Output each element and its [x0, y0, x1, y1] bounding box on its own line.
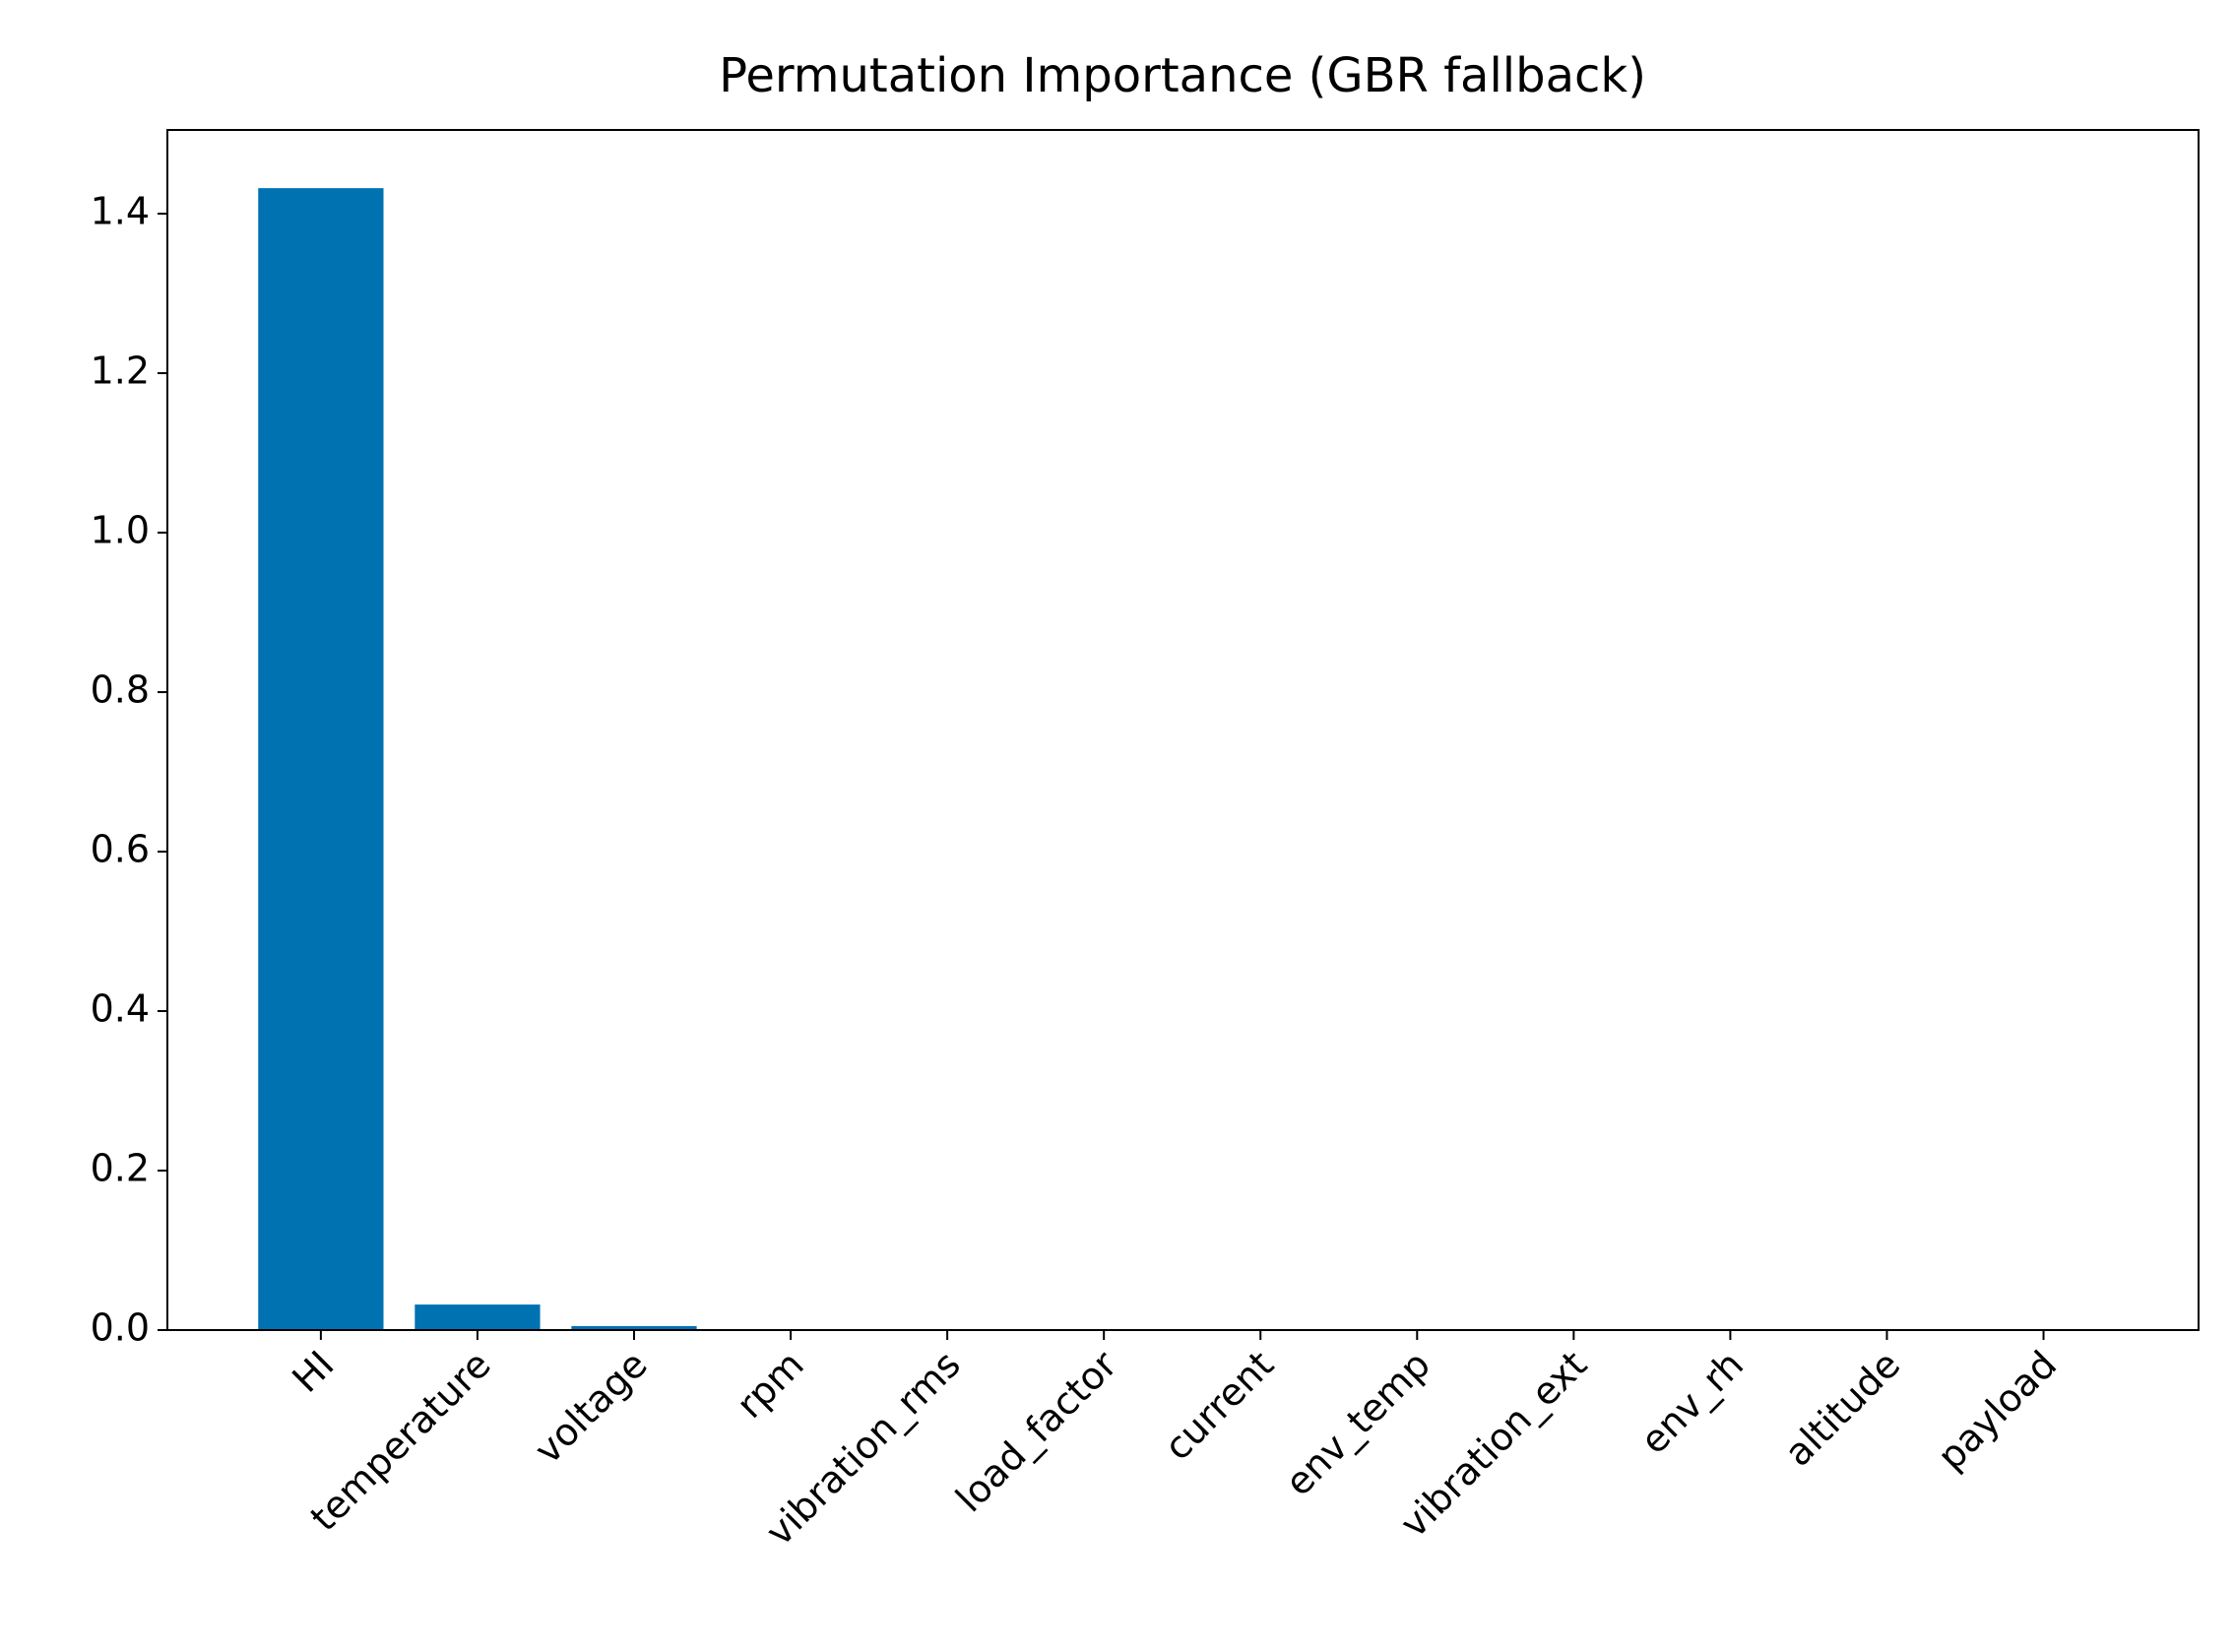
x-tick-label: voltage — [526, 1343, 656, 1473]
y-tick-label: 1.0 — [91, 509, 150, 552]
x-tick-label: current — [1156, 1343, 1282, 1469]
y-tick-label: 0.2 — [91, 1147, 150, 1190]
y-tick-label: 0.4 — [91, 987, 150, 1031]
chart-title: Permutation Importance (GBR fallback) — [719, 48, 1646, 103]
x-tick-label: env_rh — [1632, 1343, 1753, 1463]
y-tick-label: 0.6 — [91, 828, 150, 871]
x-tick-label: load_factor — [947, 1342, 1125, 1520]
y-tick-label: 1.2 — [91, 349, 150, 393]
x-tick-label: payload — [1929, 1343, 2065, 1479]
y-tick-label: 0.8 — [91, 668, 150, 712]
x-tick-label: altitude — [1776, 1343, 1908, 1475]
bar — [571, 1325, 697, 1330]
y-tick-label: 1.4 — [91, 190, 150, 233]
bar — [258, 188, 384, 1331]
plot-frame — [166, 129, 2200, 1331]
y-tick-label: 0.0 — [91, 1306, 150, 1350]
x-tick-label: env_temp — [1277, 1343, 1438, 1504]
x-tick-label: rpm — [728, 1343, 811, 1427]
x-tick-label: HI — [284, 1343, 342, 1401]
bar — [415, 1304, 541, 1330]
